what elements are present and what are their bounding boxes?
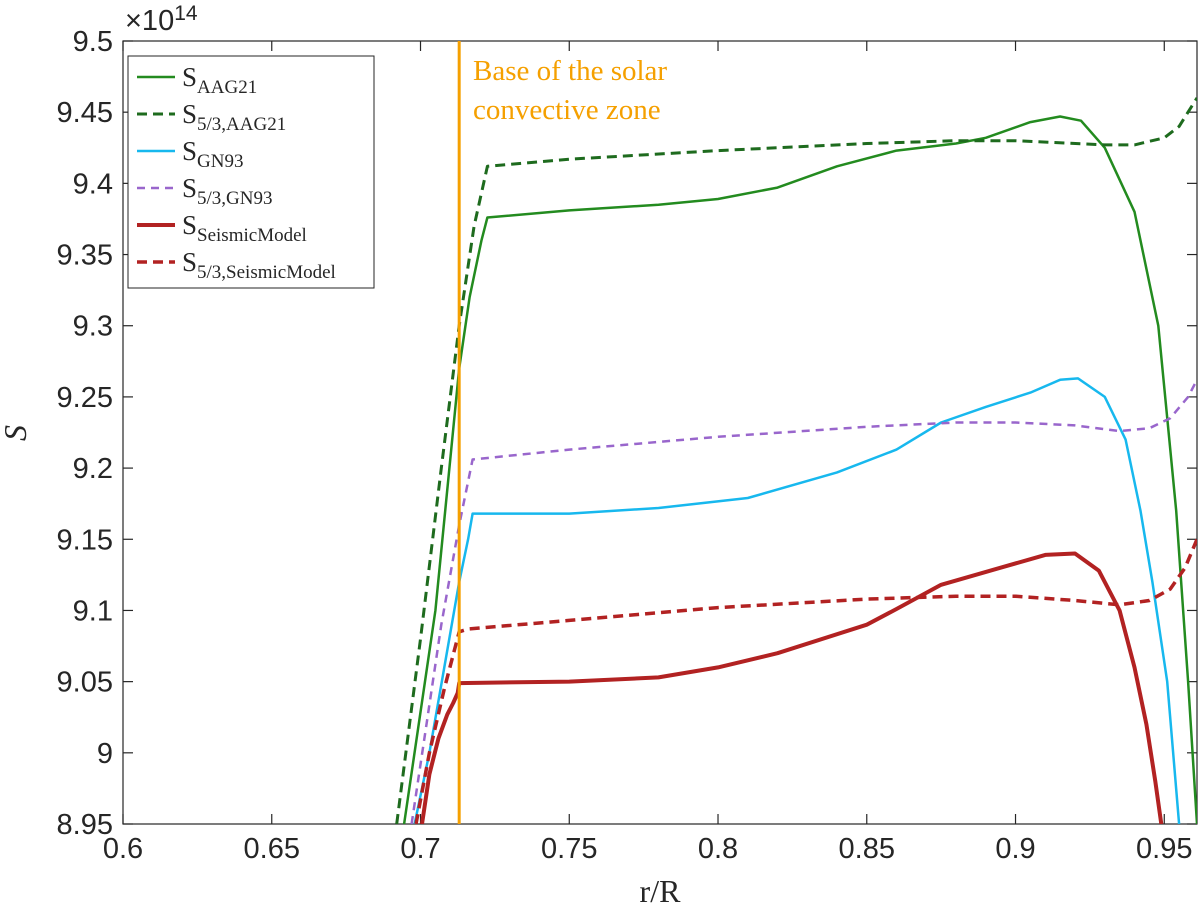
- legend-box: [127, 55, 375, 289]
- series-line-5-3-aag21: [395, 97, 1197, 824]
- y-tick-label: 9.4: [73, 168, 113, 200]
- legend-label: S5/3,AAG21: [182, 99, 286, 135]
- x-tick-label: 0.9: [995, 833, 1035, 865]
- y-tick-label: 9.5: [73, 26, 113, 58]
- vline-label-line1: Base of the solar: [473, 55, 667, 87]
- legend-label: SGN93: [182, 136, 243, 172]
- series-line-5-3-gn93: [410, 379, 1197, 824]
- x-axis-ticks: 0.6 0.65 0.7 0.75 0.8 0.85 0.9 0.95: [103, 41, 1193, 865]
- y-tick-label: 9.2: [73, 453, 113, 485]
- y-tick-label: 9.45: [57, 97, 113, 129]
- legend-label: SAAG21: [182, 62, 257, 98]
- y-tick-label: 9: [97, 738, 113, 770]
- y-tick-label: 9.25: [57, 382, 113, 414]
- y-tick-label: 9.05: [57, 667, 113, 699]
- y-axis-ticks: 8.95 9 9.05 9.1 9.15 9.2 9.25 9.3 9.35 9.4 9.45 9.5: [57, 26, 1197, 841]
- y-axis-label: S: [0, 425, 33, 441]
- x-tick-label: 0.95: [1136, 833, 1192, 865]
- y-tick-label: 9.1: [73, 595, 113, 627]
- legend-label: S5/3,SeismicModel: [182, 247, 336, 283]
- x-tick-label: 0.65: [244, 833, 300, 865]
- series-line-gn93: [413, 377, 1181, 824]
- x-tick-label: 0.75: [541, 833, 597, 865]
- legend-label: SSeismicModel: [182, 210, 307, 246]
- series-line-seismicmodel: [420, 551, 1164, 824]
- plot-lines: [395, 41, 1197, 824]
- legend-label: S5/3,GN93: [182, 173, 273, 209]
- x-tick-label: 0.8: [698, 833, 738, 865]
- y-tick-label: 9.35: [57, 240, 113, 272]
- legend: SAAG21S5/3,AAG21SGN93S5/3,GN93SSeismicMo…: [127, 55, 375, 289]
- x-tick-label: 0.85: [839, 833, 895, 865]
- x-tick-label: 0.7: [400, 833, 440, 865]
- x-axis-label: r/R: [640, 873, 682, 909]
- series-line-aag21: [402, 115, 1197, 824]
- y-tick-label: 9.3: [73, 311, 113, 343]
- series-line-5-3-seismicmodel: [414, 538, 1197, 824]
- x-tick-label: 0.6: [103, 833, 143, 865]
- y-exponent-label: ×1014: [125, 2, 198, 37]
- vline-label-line2: convective zone: [473, 94, 661, 126]
- y-tick-label: 9.15: [57, 524, 113, 556]
- y-tick-label: 8.95: [57, 809, 113, 841]
